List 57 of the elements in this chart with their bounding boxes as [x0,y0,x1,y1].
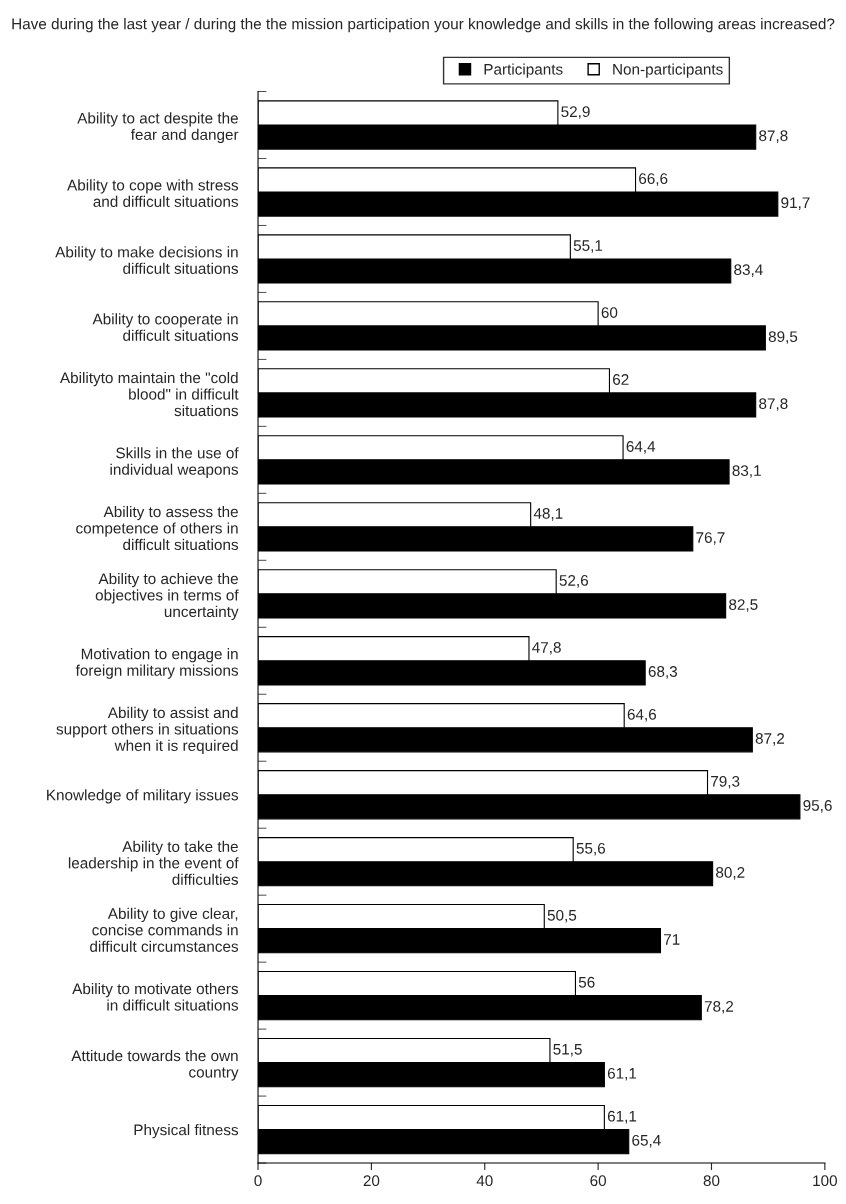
data-label: 51,5 [553,1043,582,1057]
y-tick-label: Knowledge of military issues [47,789,239,804]
data-label: 64,6 [627,708,657,722]
data-label: 60 [601,307,618,318]
chart-title: Have during the last year / during the the mission participation your knowledge and skills in the following areas increased? [12,18,835,33]
y-tick-label: Ability to assist and support others in situations when it is required [56,706,239,755]
data-label: 71 [664,934,680,945]
data-label: 79,3 [711,775,740,789]
data-label: 78,2 [704,1000,734,1014]
data-label: 47,8 [532,642,561,655]
data-label: 83,1 [732,465,761,478]
x-tick-label: 60 [590,1175,607,1187]
y-tick-label: Physical fitness [134,1124,239,1139]
y-tick-label: Abilityto maintain the "cold blood" in difficult situations [59,372,239,417]
data-label: 68,3 [648,666,678,679]
data-label: 61,1 [607,1110,637,1124]
data-label: 61,1 [607,1067,637,1081]
legend-label: Non-participants [613,63,723,78]
data-label: 48,1 [533,508,563,521]
data-label: 87,8 [759,398,788,411]
y-tick-label: Ability to make decisions in difficult situations [55,246,239,274]
data-label: 65,4 [632,1134,661,1148]
data-label: 80,2 [716,867,745,880]
y-tick-label: Attitude towards the own country [71,1049,239,1081]
y-tick-label: Ability to achieve the objectives in terms of uncertainty [95,572,239,621]
data-label: 95,6 [803,800,832,813]
x-tick-label: 100 [813,1175,837,1187]
y-tick-label: Skills in the use of individual weapons [110,447,239,478]
data-label: 52,9 [561,106,590,119]
x-tick-label: 40 [476,1175,493,1187]
y-tick-label: Motivation to engage in foreign military missions [75,648,239,679]
data-label: 89,5 [768,331,798,344]
data-label: 64,4 [626,441,656,454]
data-label: 76,7 [696,532,725,545]
y-tick-label: Ability to take the leadership in the event of difficulties [68,840,239,885]
data-label: 66,6 [639,173,668,186]
y-tick-label: Ability to act despite the fear and danger [77,112,239,144]
data-label: 55,6 [576,842,606,856]
x-tick-label: 20 [363,1175,380,1187]
y-tick-label: Ability to assess the competence of others in difficult situations [76,505,239,551]
data-label: 82,5 [729,599,758,612]
data-label: 87,8 [759,130,788,143]
y-tick-label: Ability to cope with stress and difficult situations [67,179,239,207]
x-tick-label: 80 [703,1175,720,1187]
data-label: 62 [613,374,629,385]
data-label: 55,1 [573,240,603,253]
data-label: 83,4 [734,264,763,277]
legend-label: Participants [484,63,563,78]
data-label: 50,5 [547,909,577,923]
data-label: 87,2 [755,733,785,746]
y-tick-label: Ability to cooperate in difficult situations [92,313,239,341]
y-tick-label: Ability to motivate others in difficult situations [72,982,239,1011]
y-tick-label: Ability to give clear, concise commands in difficult circumstances [90,907,239,952]
data-label: 91,7 [781,197,810,210]
data-label: 52,6 [559,575,589,588]
data-label: 56 [578,976,595,988]
x-tick-label: 0 [254,1175,262,1187]
